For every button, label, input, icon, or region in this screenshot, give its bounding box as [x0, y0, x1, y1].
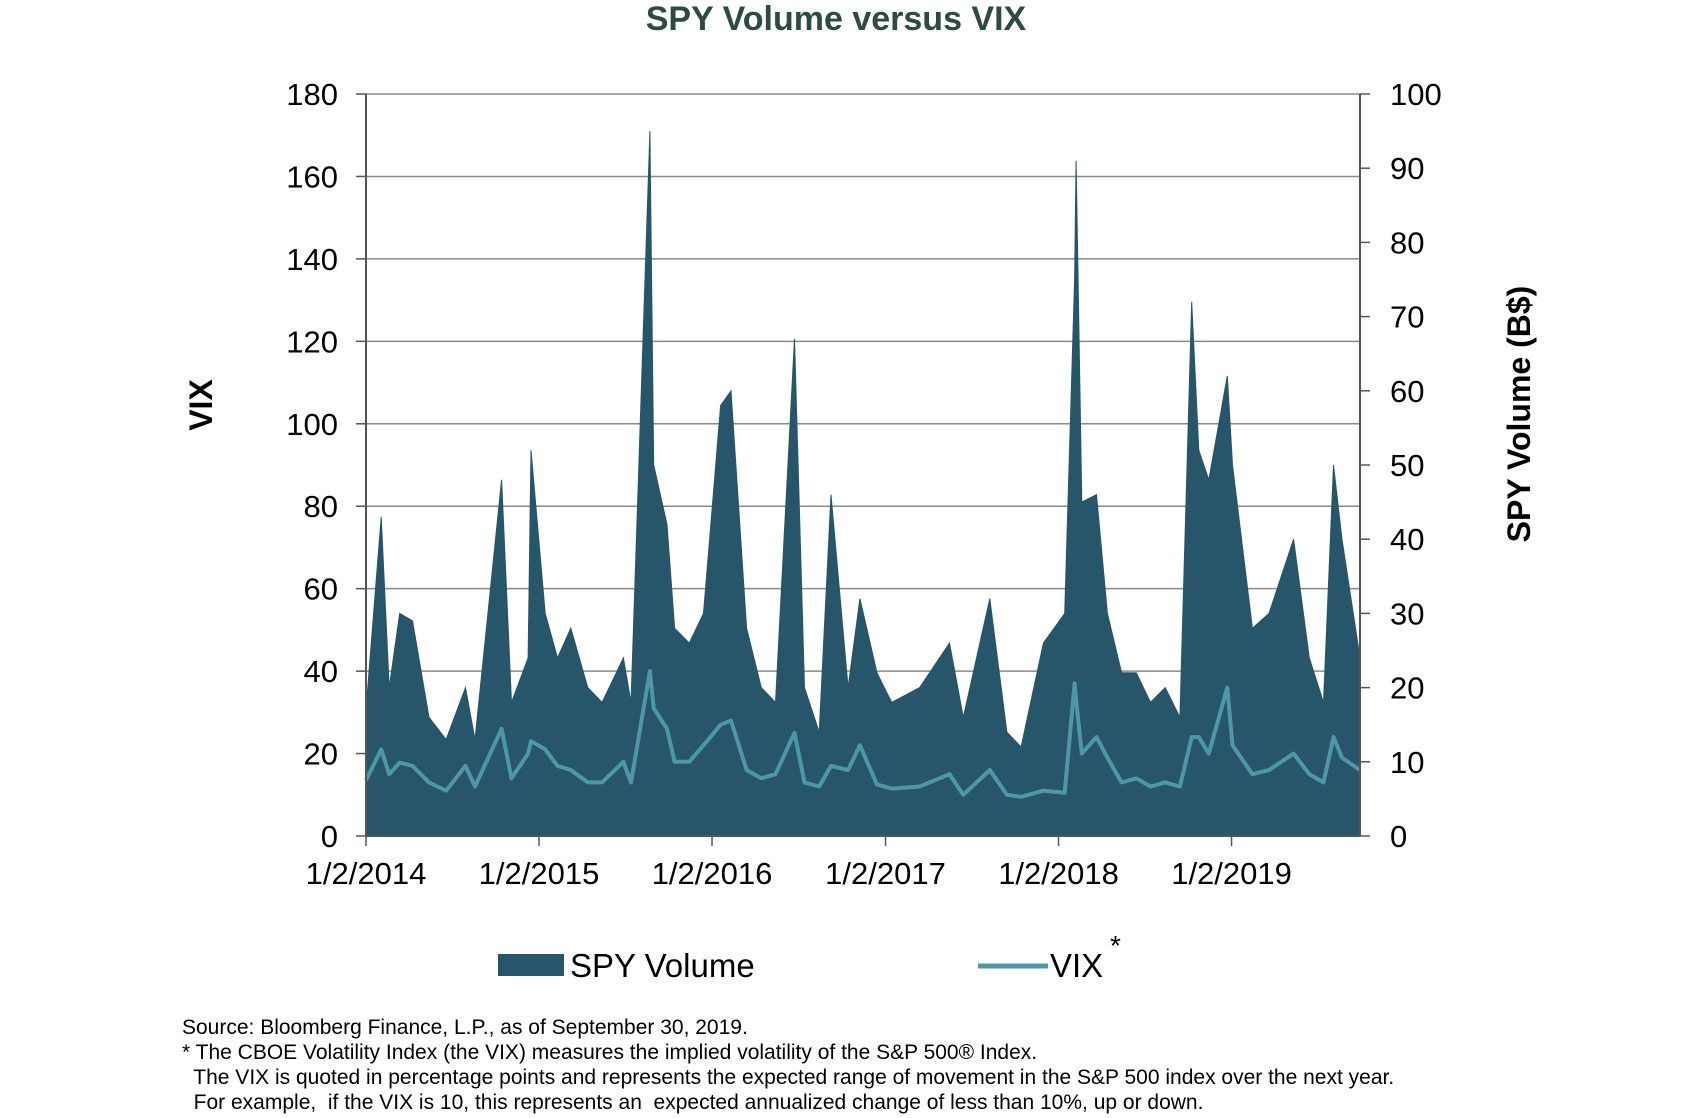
left-tick-label: 20	[304, 737, 338, 772]
legend-spy-volume-swatch	[498, 954, 564, 976]
source-note: Source: Bloomberg Finance, L.P., as of S…	[182, 1016, 748, 1039]
spy-volume-area	[365, 131, 1361, 837]
x-tick-label: 1/2/2016	[652, 856, 773, 891]
right-tick-label: 0	[1390, 819, 1407, 854]
chart-title: SPY Volume versus VIX	[646, 0, 1027, 38]
right-tick-label: 10	[1390, 745, 1424, 780]
left-axis-title: VIX	[183, 379, 219, 431]
vix-note: * The CBOE Volatility Index (the VIX) me…	[182, 1041, 1038, 1064]
x-axis-ticks: 1/2/2014 1/2/2015 1/2/2016 1/2/2017 1/2/2018…	[306, 836, 1292, 891]
right-axis-ticks: 0 10 20 30 40 50 60 70 80 90 100	[1360, 77, 1442, 854]
x-tick-label: 1/2/2014	[306, 856, 427, 891]
left-tick-label: 40	[304, 654, 338, 689]
left-tick-label: 100	[286, 407, 338, 442]
legend-vix-label: VIX	[1050, 947, 1103, 984]
vix-series	[364, 669, 1362, 799]
right-tick-label: 30	[1390, 596, 1424, 631]
legend: SPY Volume VIX*	[498, 930, 1121, 984]
right-tick-label: 100	[1390, 77, 1442, 112]
right-tick-label: 90	[1390, 151, 1424, 186]
vix-note-3: For example, if the VIX is 10, this repr…	[182, 1091, 1204, 1114]
x-tick-label: 1/2/2019	[1171, 856, 1292, 891]
left-axis-ticks: 0 20 40 60 80 100 120 140 160 180	[286, 77, 366, 854]
legend-vix-asterisk: *	[1110, 930, 1121, 961]
right-tick-label: 80	[1390, 225, 1424, 260]
vix-note-2: The VIX is quoted in percentage points a…	[182, 1066, 1395, 1089]
x-tick-label: 1/2/2017	[825, 856, 946, 891]
spy-volume-series	[365, 131, 1361, 837]
right-axis-title: SPY Volume (B$)	[1501, 286, 1537, 543]
right-tick-label: 70	[1390, 300, 1424, 335]
left-tick-label: 140	[286, 242, 338, 277]
vix-line	[364, 669, 1362, 799]
right-tick-label: 50	[1390, 448, 1424, 483]
right-tick-label: 40	[1390, 522, 1424, 557]
x-tick-label: 1/2/2018	[998, 856, 1119, 891]
right-tick-label: 20	[1390, 671, 1424, 706]
x-tick-label: 1/2/2015	[479, 856, 600, 891]
left-tick-label: 120	[286, 324, 338, 359]
legend-spy-volume-label: SPY Volume	[570, 947, 755, 984]
footnotes: Source: Bloomberg Finance, L.P., as of S…	[182, 1015, 1394, 1115]
left-tick-label: 180	[286, 77, 338, 112]
left-tick-label: 0	[321, 819, 338, 854]
left-tick-label: 60	[304, 572, 338, 607]
left-tick-label: 160	[286, 159, 338, 194]
left-tick-label: 80	[304, 489, 338, 524]
right-tick-label: 60	[1390, 374, 1424, 409]
